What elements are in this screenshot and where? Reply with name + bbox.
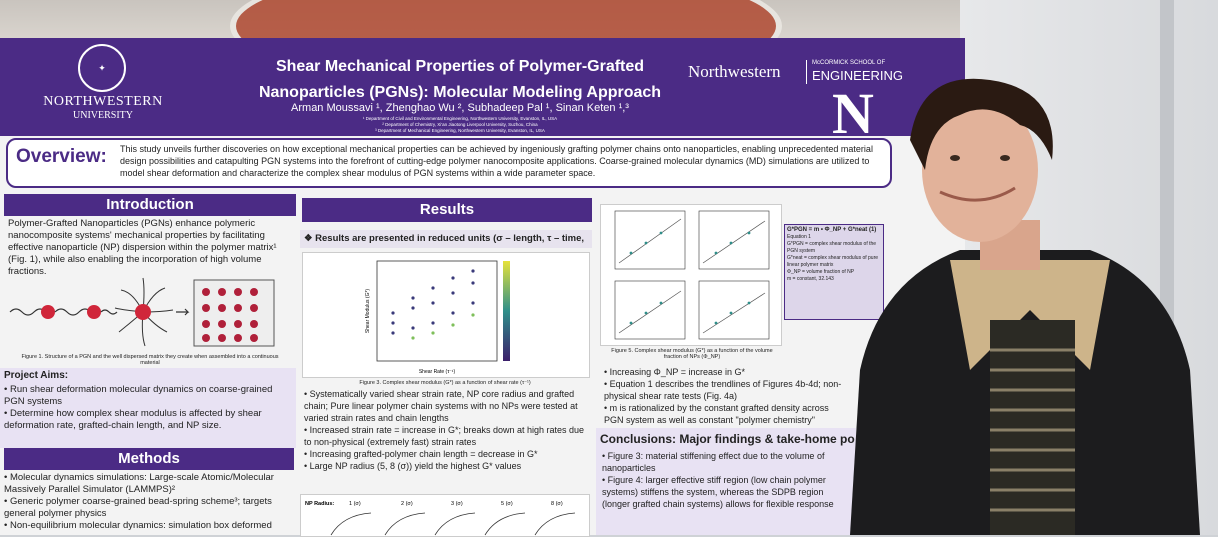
overview-box: Overview: This study unveils further dis… — [6, 138, 892, 188]
project-aims-box: Project Aims: Run shear deformation mole… — [0, 368, 296, 448]
equation-box: G*PGN = m • Φ_NP + G*neat (1) Equation 1… — [784, 224, 884, 320]
equation-def: G*neat = complex shear modulus of pure l… — [787, 255, 879, 268]
fig3-xlabel: Shear Rate (τ⁻¹) — [419, 369, 456, 375]
conclusion-item: Figure 4: larger effective stiff region … — [602, 474, 850, 510]
research-poster: ✦ NORTHWESTERN UNIVERSITY Shear Mechanic… — [0, 38, 965, 537]
figure5-volume-fraction-plots — [600, 204, 782, 346]
poster-header: ✦ NORTHWESTERN UNIVERSITY Shear Mechanic… — [0, 38, 965, 143]
equation-def: Φ_NP = volume fraction of NP — [787, 269, 855, 275]
overview-label: Overview: — [16, 146, 107, 167]
method-item: Molecular dynamics simulations: Large-sc… — [4, 472, 292, 496]
method-item: Non-equilibrium molecular dynamics: simu… — [4, 520, 292, 532]
conclusion-item: Figure 3: material stiffening effect due… — [602, 450, 850, 474]
poster-authors: Arman Moussavi ¹, Zhenghao Wu ², Subhade… — [291, 102, 629, 114]
results-heading: Results — [302, 198, 592, 222]
affiliation-1: ¹ Department of Civil and Environmental … — [362, 116, 558, 121]
result2-item: Increasing Φ_NP = increase in G* — [604, 366, 848, 378]
conclusions-title: Conclusions: Major findings & take-home … — [600, 432, 855, 446]
conclusions-list: Figure 3: material stiffening effect due… — [602, 450, 850, 510]
fig6-radius-2: 2 (σ) — [401, 501, 413, 507]
figure6-np-radius-plots: NP Radius: 1 (σ) 2 (σ) 3 (σ) 5 (σ) 8 (σ) — [300, 494, 590, 537]
introduction-heading: Introduction — [4, 194, 296, 216]
figure1-pgn-structure — [9, 277, 275, 347]
northwestern-n-logo: N — [832, 81, 874, 146]
figure5-caption: Figure 5. Complex shear modulus (G*) as … — [611, 348, 773, 360]
fig3-ylabel: Shear Modulus (G*) — [365, 289, 371, 334]
result-item: Increased strain rate = increase in G*; … — [304, 424, 588, 448]
university-sub: UNIVERSITY — [73, 110, 133, 121]
method-item: Generic polymer coarse-grained bead-spri… — [4, 496, 292, 520]
aim-item: Run shear deformation molecular dynamics… — [4, 384, 292, 408]
equation-def: m = constant, 32.143 — [787, 276, 834, 282]
equation-label: Equation 1 — [787, 234, 811, 240]
fig6-label: NP Radius: — [305, 501, 334, 507]
fig6-radius-3: 3 (σ) — [451, 501, 463, 507]
results2-list: Increasing Φ_NP = increase in G* Equatio… — [604, 366, 848, 426]
university-name: NORTHWESTERN — [43, 94, 163, 109]
result2-item: m is rationalized by the constant grafte… — [604, 402, 848, 426]
result-item: Large NP radius (5, 8 (σ)) yield the hig… — [304, 460, 588, 472]
equation-def: G*PGN = complex shear modulus of the PGN… — [787, 241, 877, 254]
fig6-radius-5: 5 (σ) — [501, 501, 513, 507]
introduction-text: Polymer-Grafted Nanoparticles (PGNs) enh… — [8, 218, 277, 277]
mccormick-logo-school: McCORMICK SCHOOL OF — [812, 60, 886, 66]
figure3-shear-modulus-plot: Shear Rate (τ⁻¹) Shear Modulus (G*) — [302, 252, 590, 378]
project-aims-title: Project Aims: — [4, 370, 69, 381]
results-list: Systematically varied shear strain rate,… — [304, 388, 588, 472]
poster-title-line2: Nanoparticles (PGNs): Molecular Modeling… — [258, 84, 662, 101]
result-item: Systematically varied shear strain rate,… — [304, 388, 588, 424]
affiliation-3: ³ Department of Mechanical Engineering, … — [375, 128, 545, 133]
result-item: Increasing grafted-polymer chain length … — [304, 448, 588, 460]
mccormick-logo-name: Northwestern — [688, 62, 781, 81]
methods-heading: Methods — [4, 448, 294, 470]
fig6-radius-1: 1 (σ) — [349, 501, 361, 507]
results-units-note: ❖ Results are presented in reduced units… — [300, 230, 592, 262]
equation-formula: G*PGN = m • Φ_NP + G*neat (1) — [787, 227, 877, 233]
figure3-caption: Figure 3. Complex shear modulus (G*) as … — [359, 380, 531, 386]
person-presenter — [850, 78, 1200, 535]
mccormick-logo-divider — [806, 60, 807, 84]
affiliation-2: ² Department of Chemistry, Xi'an Jiaoton… — [382, 122, 538, 127]
northwestern-seal-logo: ✦ — [78, 44, 126, 92]
aim-item: Determine how complex shear modulus is a… — [4, 408, 292, 432]
result2-item: Equation 1 describes the trendlines of F… — [604, 378, 848, 402]
conclusions-box: Conclusions: Major findings & take-home … — [596, 428, 856, 535]
mccormick-logo-engineering: ENGINEERING — [812, 68, 904, 83]
poster-title-line1: Shear Mechanical Properties of Polymer-G… — [275, 58, 645, 75]
overview-text: This study unveils further discoveries o… — [120, 144, 873, 178]
methods-list: Molecular dynamics simulations: Large-sc… — [4, 472, 292, 532]
figure1-caption: Figure 1. Structure of a PGN and the wel… — [21, 354, 279, 366]
fig6-radius-8: 8 (σ) — [551, 501, 563, 507]
project-aims-list: Run shear deformation molecular dynamics… — [4, 384, 292, 432]
